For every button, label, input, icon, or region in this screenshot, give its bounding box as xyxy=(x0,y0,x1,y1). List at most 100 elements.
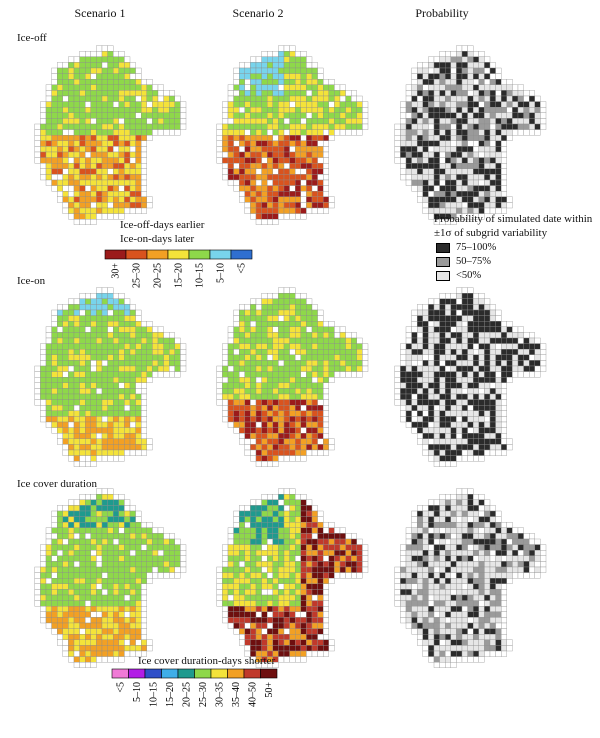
grid-cell xyxy=(295,455,301,462)
grid-cell xyxy=(501,90,507,97)
grid-cell xyxy=(445,309,451,316)
grid-cell xyxy=(272,84,279,91)
grid-cell xyxy=(261,393,268,400)
grid-cell xyxy=(405,168,412,175)
grid-cell xyxy=(152,572,159,579)
grid-cell xyxy=(73,326,80,333)
grid-cell xyxy=(300,583,307,590)
grid-cell xyxy=(85,645,91,652)
grid-cell xyxy=(261,298,268,305)
grid-cell xyxy=(113,123,119,130)
grid-cell xyxy=(473,202,479,209)
grid-cell xyxy=(461,566,468,573)
grid-cell xyxy=(428,129,435,136)
grid-cell xyxy=(467,427,474,434)
grid-cell xyxy=(101,298,108,305)
grid-cell xyxy=(478,129,485,136)
grid-cell xyxy=(456,293,463,299)
grid-cell xyxy=(244,196,251,203)
grid-cell xyxy=(267,449,273,456)
grid-cell xyxy=(283,321,290,327)
grid-cell xyxy=(96,583,103,590)
grid-cell xyxy=(57,349,63,355)
grid-cell xyxy=(439,304,446,311)
grid-cell xyxy=(289,505,296,512)
grid-cell xyxy=(473,566,479,573)
grid-cell xyxy=(456,438,463,445)
map-ice-off-probability xyxy=(394,45,547,225)
grid-cell xyxy=(174,538,181,545)
grid-cell xyxy=(334,572,341,579)
grid-cell xyxy=(323,343,329,350)
grid-cell xyxy=(45,393,52,400)
grid-cell xyxy=(328,349,335,355)
grid-cell xyxy=(79,505,86,512)
grid-cell xyxy=(317,550,324,556)
grid-cell xyxy=(244,79,251,85)
grid-cell xyxy=(79,207,86,214)
grid-cell xyxy=(422,416,429,423)
grid-cell xyxy=(289,179,296,186)
grid-cell xyxy=(244,360,251,367)
grid-cell xyxy=(68,505,75,512)
grid-cell xyxy=(428,73,435,80)
grid-cell xyxy=(428,157,435,164)
grid-cell xyxy=(85,207,91,214)
grid-cell xyxy=(107,639,114,646)
grid-cell xyxy=(135,527,142,534)
grid-cell xyxy=(45,118,52,125)
grid-cell xyxy=(272,219,279,225)
grid-cell xyxy=(450,510,457,517)
grid-cell xyxy=(96,129,103,136)
grid-cell xyxy=(461,578,468,584)
grid-cell xyxy=(157,84,164,91)
grid-cell xyxy=(323,622,329,629)
grid-cell xyxy=(129,202,136,209)
grid-cell xyxy=(478,332,485,339)
grid-cell xyxy=(422,410,429,417)
grid-cell xyxy=(118,146,125,153)
grid-cell xyxy=(135,326,142,333)
grid-cell xyxy=(73,589,80,596)
grid-cell xyxy=(141,433,147,439)
grid-cell xyxy=(244,578,251,584)
grid-cell xyxy=(484,516,491,523)
grid-cell xyxy=(417,196,423,203)
grid-cell xyxy=(73,656,80,663)
grid-cell xyxy=(461,112,468,119)
grid-cell xyxy=(267,583,273,590)
grid-cell xyxy=(79,594,86,601)
grid-cell xyxy=(306,538,313,545)
grid-cell xyxy=(405,95,412,102)
grid-cell xyxy=(141,146,147,153)
grid-cell xyxy=(62,174,69,181)
grid-cell xyxy=(129,416,136,423)
grid-cell xyxy=(300,578,307,584)
grid-cell xyxy=(51,550,58,556)
grid-cell xyxy=(90,179,97,186)
grid-cell xyxy=(300,129,307,136)
grid-cell xyxy=(51,405,58,411)
grid-cell xyxy=(85,95,91,102)
grid-cell xyxy=(473,146,479,153)
grid-cell xyxy=(250,572,257,579)
grid-cell xyxy=(456,202,463,209)
grid-cell xyxy=(57,191,63,197)
grid-cell xyxy=(169,566,175,573)
grid-cell xyxy=(450,202,457,209)
grid-cell xyxy=(356,555,363,562)
grid-cell xyxy=(107,309,114,316)
grid-cell xyxy=(334,129,341,136)
grid-cell xyxy=(129,365,136,372)
grid-cell xyxy=(62,606,69,612)
grid-cell xyxy=(272,617,279,624)
grid-cell xyxy=(101,360,108,367)
grid-cell xyxy=(250,516,257,523)
grid-cell xyxy=(489,191,496,197)
grid-cell xyxy=(417,516,423,523)
grid-cell xyxy=(278,634,285,640)
grid-cell xyxy=(79,185,86,192)
grid-cell xyxy=(62,343,69,350)
grid-cell xyxy=(85,505,91,512)
grid-cell xyxy=(267,606,273,612)
